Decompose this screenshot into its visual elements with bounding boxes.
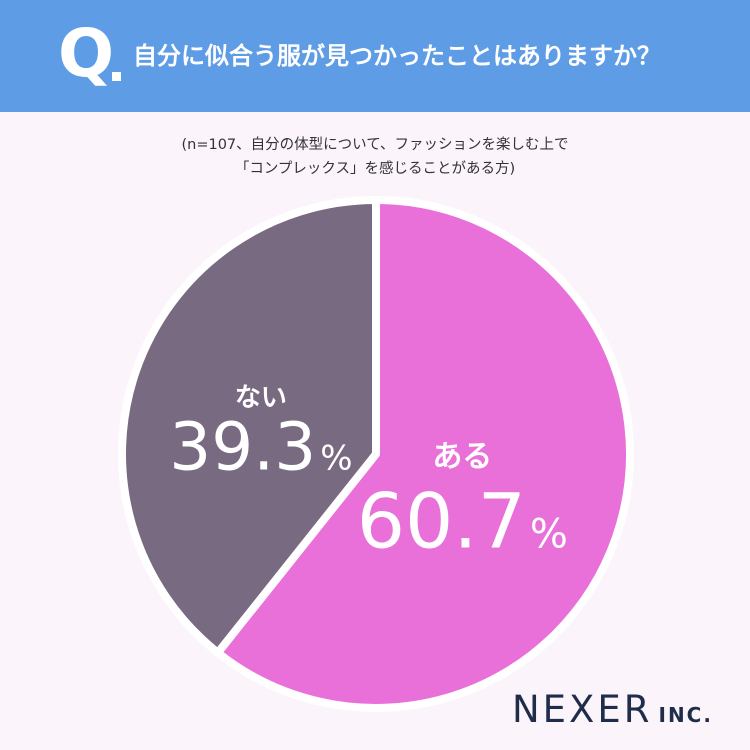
pie-slice-yes: [213, 196, 634, 712]
survey-note-line-1: (n=107、自分の体型について、ファッションを楽しむ上で: [181, 137, 569, 153]
question-text: 自分に似合う服が見つかったことはありますか？: [133, 42, 661, 70]
slice-label-no: ない: [235, 383, 287, 413]
logo-sub-text: INC.: [658, 703, 713, 727]
slice-value-no: 39.3%: [169, 409, 352, 486]
company-logo: NEXER INC.: [512, 688, 713, 731]
logo-main-text: NEXER: [512, 688, 653, 731]
header-bar: Q 自分に似合う服が見つかったことはありますか？: [0, 0, 750, 112]
q-dot: [112, 72, 121, 81]
q-mark: Q: [58, 15, 115, 92]
survey-note-line-2: 「コンプレックス」を感じることがある方): [234, 161, 516, 177]
pie-slice-no: [118, 196, 380, 657]
slice-label-yes: ある: [432, 439, 492, 474]
slice-value-yes: 60.7%: [357, 477, 568, 566]
survey-note: (n=107、自分の体型について、ファッションを楽しむ上で 「コンプレックス」を…: [0, 133, 750, 181]
